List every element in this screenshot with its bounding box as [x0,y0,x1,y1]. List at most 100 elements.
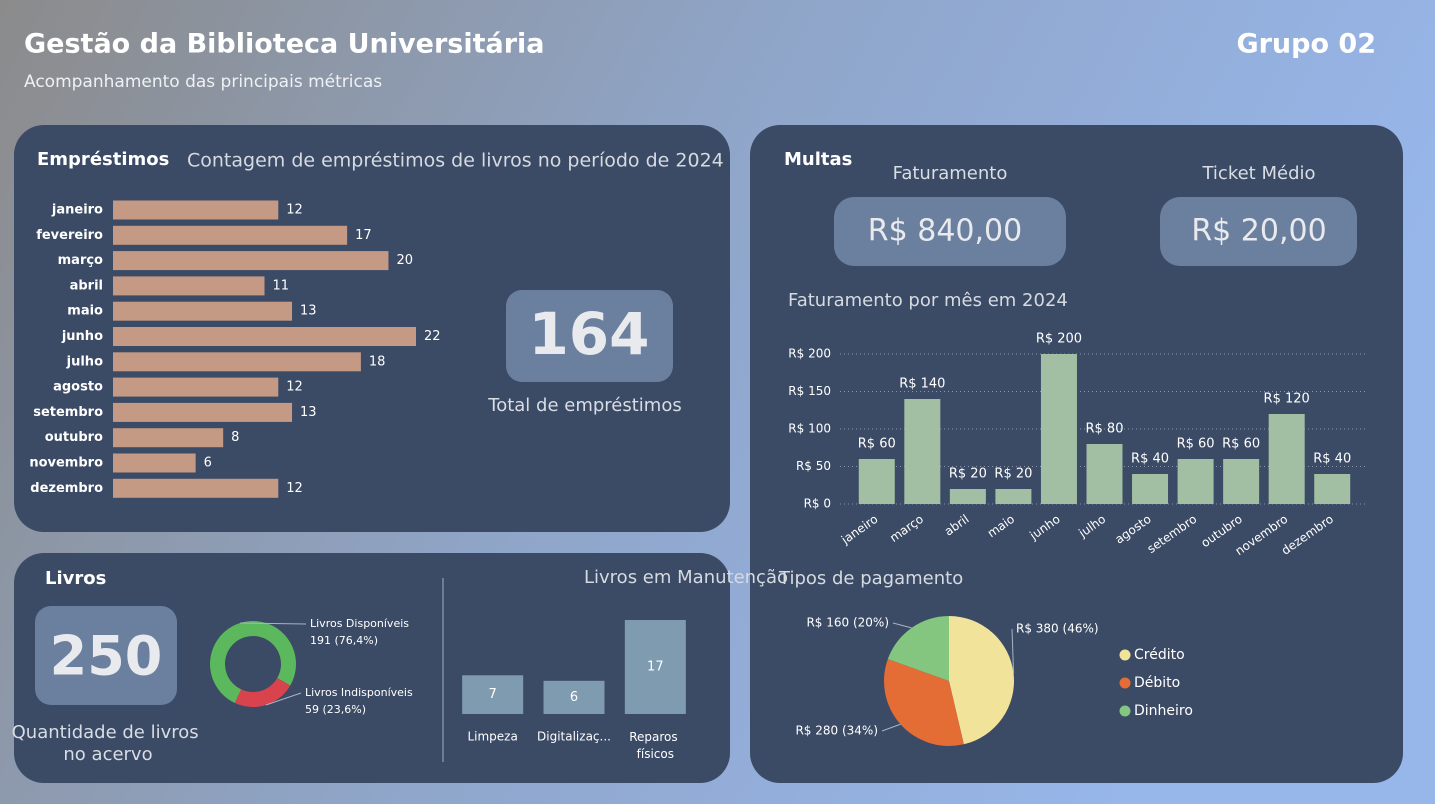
pie-slice [884,659,964,747]
heading: Empréstimos [37,149,169,170]
bar [113,453,196,473]
pie-slice [234,678,291,707]
bar [858,459,895,504]
kpi-value: R$ 840,00 [868,214,1022,249]
chart-title: Livros em Manutenção [584,567,788,588]
value-label: 17 [355,228,372,243]
value-label: 6 [570,690,578,705]
kpi-label: Total de empréstimos [487,395,681,416]
value-label: 6 [204,456,212,471]
value-label: 13 [300,304,317,319]
bar [1086,444,1123,504]
kpi-box [506,290,673,382]
bar [1177,459,1214,504]
leader-line [881,723,901,732]
y-tick-label: R$ 100 [788,422,831,436]
value-label: 12 [286,380,303,395]
leader-line [240,622,307,625]
value-label: R$ 60 [1177,437,1215,452]
bar [1223,459,1260,504]
legend-label: Crédito [1134,647,1185,663]
value-label: 12 [286,203,303,218]
heading: Multas [784,149,852,170]
category-label: agosto [53,380,103,395]
value-label: 8 [231,430,239,445]
kpi-value: R$ 20,00 [1191,214,1326,249]
leader-line [1011,628,1015,674]
bar [949,489,986,504]
slice-label: Livros Disponíveis [310,617,409,630]
pie-slice [209,621,296,703]
legend-label: Dinheiro [1134,703,1193,719]
value-label: R$ 160 (20%) [806,616,889,630]
legend-swatch [1119,649,1131,661]
value-label: 11 [273,278,290,293]
value-label: R$ 120 [1264,392,1310,407]
legend-swatch [1119,677,1131,689]
bar [1040,354,1077,504]
bar [624,620,686,714]
value-label: 191 (76,4%) [310,634,378,647]
panel [14,553,730,783]
value-label: R$ 40 [1131,452,1169,467]
bar [995,489,1032,504]
y-tick-label: R$ 50 [796,459,831,473]
title: Gestão da Biblioteca Universitária [24,29,545,60]
value-label: 20 [396,253,413,268]
kpi-value: 164 [528,300,649,368]
bar [113,478,279,498]
category-label: julho [66,354,103,369]
value-label: R$ 80 [1086,422,1124,437]
slice-label: Livros Indisponíveis [305,686,413,699]
bar [462,675,524,714]
heading: Livros [45,568,106,589]
leader-line [265,692,302,706]
value-label: R$ 140 [899,377,945,392]
category-label: junho [61,329,103,344]
value-label: R$ 20 [949,467,987,482]
category-label: setembro [33,405,103,420]
bar [113,402,293,422]
bar [113,225,348,245]
value-label: 59 (23,6%) [305,703,366,716]
value-label: R$ 40 [1313,452,1351,467]
legend-swatch [1119,705,1131,717]
value-label: 13 [300,405,317,420]
chart-title: Faturamento por mês em 2024 [788,290,1068,311]
pie-slice [887,616,949,681]
category-label: abril [70,278,103,293]
subtitle: Acompanhamento das principais métricas [24,72,382,92]
value-label: 17 [647,660,664,675]
x-tick-label: Reparos físicos [629,730,681,761]
kpi-box [834,197,1066,266]
bar [113,377,279,397]
value-label: R$ 20 [994,467,1032,482]
kpi-value: 250 [50,625,163,688]
value-label: 18 [369,354,386,369]
value-label: R$ 200 [1036,332,1082,347]
bar [113,301,293,321]
kpi-label: Ticket Médio [1201,163,1315,184]
bar [543,680,605,714]
value-label: R$ 60 [858,437,896,452]
leader-line [892,622,912,629]
value-label: R$ 280 (34%) [795,724,878,738]
chart-title: Tipos de pagamento [778,568,963,589]
legend-label: Débito [1134,675,1180,691]
category-label: dezembro [30,481,103,496]
pie-slice [949,616,1014,745]
y-tick-label: R$ 150 [788,384,831,398]
bar [113,428,224,448]
value-label: 22 [424,329,441,344]
bar [113,251,389,271]
bar [1132,474,1169,504]
kpi-label: Faturamento [893,163,1008,184]
kpi-box [1160,197,1357,266]
category-label: maio [67,304,103,319]
chart-title: Contagem de empréstimos de livros no per… [187,150,724,172]
bar [1314,474,1351,504]
value-label: 7 [489,687,497,702]
x-tick-label: Limpeza [467,730,517,744]
y-tick-label: R$ 200 [788,347,831,361]
